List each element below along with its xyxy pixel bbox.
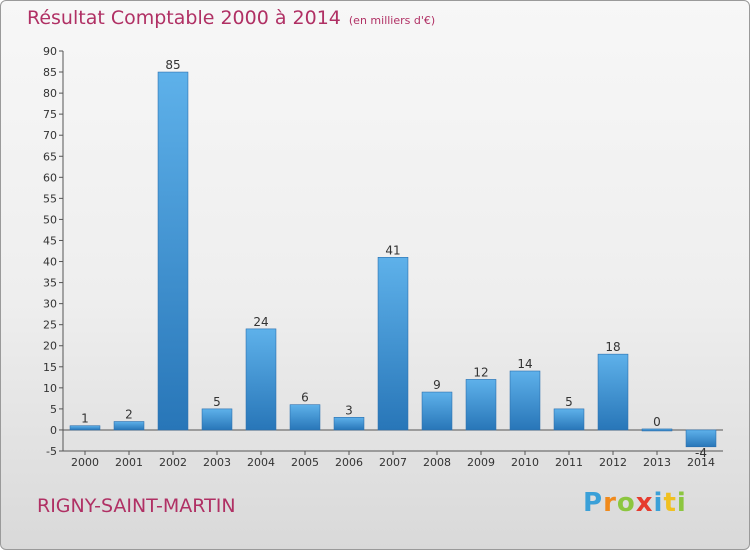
value-label-2004: 24 bbox=[253, 315, 268, 329]
x-tick-label-2002: 2002 bbox=[159, 456, 187, 469]
x-tick-label-2007: 2007 bbox=[379, 456, 407, 469]
x-tick-label-2004: 2004 bbox=[247, 456, 275, 469]
y-tick-label: 20 bbox=[43, 340, 57, 353]
logo-letter: r bbox=[603, 488, 617, 518]
x-tick-label-2000: 2000 bbox=[71, 456, 99, 469]
chart-title: Résultat Comptable 2000 à 2014 (en millie… bbox=[27, 7, 435, 29]
y-tick-label: 40 bbox=[43, 256, 57, 269]
value-label-2011: 5 bbox=[565, 395, 573, 409]
bar-2012 bbox=[597, 353, 629, 431]
bar-2001 bbox=[113, 421, 145, 431]
y-tick-label: 10 bbox=[43, 382, 57, 395]
y-tick-label: 70 bbox=[43, 129, 57, 142]
x-tick-label-2013: 2013 bbox=[643, 456, 671, 469]
x-tick-label-2001: 2001 bbox=[115, 456, 143, 469]
y-tick-label: 25 bbox=[43, 319, 57, 332]
y-tick-label: 85 bbox=[43, 66, 57, 79]
value-label-2012: 18 bbox=[605, 340, 620, 354]
x-tick-label-2014: 2014 bbox=[687, 456, 715, 469]
bars bbox=[69, 71, 717, 448]
y-tick-label: 35 bbox=[43, 277, 57, 290]
bar-2013 bbox=[641, 428, 673, 432]
bar-2009 bbox=[465, 379, 497, 431]
x-tick-label-2006: 2006 bbox=[335, 456, 363, 469]
value-label-2005: 6 bbox=[301, 391, 309, 405]
value-label-2001: 2 bbox=[125, 408, 133, 422]
bar-2005 bbox=[289, 404, 321, 431]
y-tick-label: 0 bbox=[50, 424, 57, 437]
y-tick-label: 65 bbox=[43, 150, 57, 163]
y-tick-label: 90 bbox=[43, 45, 57, 58]
value-label-2003: 5 bbox=[213, 395, 221, 409]
logo-letter: P bbox=[583, 488, 604, 518]
bar-2008 bbox=[421, 391, 453, 431]
y-tick-label: 75 bbox=[43, 108, 57, 121]
y-tick-label: 50 bbox=[43, 213, 57, 226]
x-tick-label-2009: 2009 bbox=[467, 456, 495, 469]
y-tick-label: 60 bbox=[43, 171, 57, 184]
bar-2007 bbox=[377, 257, 409, 431]
x-tick-label-2011: 2011 bbox=[555, 456, 583, 469]
y-tick-label: -5 bbox=[46, 445, 57, 458]
bar-2010 bbox=[509, 370, 541, 431]
value-label-2006: 3 bbox=[345, 403, 353, 417]
x-tick-label-2008: 2008 bbox=[423, 456, 451, 469]
bar-2011 bbox=[553, 408, 585, 431]
value-label-2013: 0 bbox=[653, 415, 661, 429]
logo-letter: o bbox=[616, 488, 636, 518]
y-tick-label: 80 bbox=[43, 87, 57, 100]
x-tick-label-2003: 2003 bbox=[203, 456, 231, 469]
logo-letter: i bbox=[653, 488, 664, 518]
value-label-2010: 14 bbox=[517, 357, 532, 371]
bar-2002 bbox=[157, 71, 189, 431]
y-tick-label: 30 bbox=[43, 298, 57, 311]
proxiti-logo: Proxiti bbox=[583, 488, 687, 518]
y-tick-label: 5 bbox=[50, 403, 57, 416]
x-tick-label-2005: 2005 bbox=[291, 456, 319, 469]
bar-2014 bbox=[685, 429, 717, 448]
value-label-2002: 85 bbox=[165, 58, 180, 72]
y-tick-label: 15 bbox=[43, 361, 57, 374]
value-label-2000: 1 bbox=[81, 412, 89, 426]
chart-subtitle: (en milliers d'€) bbox=[348, 14, 436, 27]
x-tick-label-2012: 2012 bbox=[599, 456, 627, 469]
value-label-2008: 9 bbox=[433, 378, 441, 392]
place-name: RIGNY-SAINT-MARTIN bbox=[37, 495, 236, 517]
bar-2004 bbox=[245, 328, 277, 431]
x-tick-label-2010: 2010 bbox=[511, 456, 539, 469]
y-tick-label: 45 bbox=[43, 234, 57, 247]
chart-title-text: Résultat Comptable 2000 à 2014 bbox=[27, 7, 341, 29]
value-label-2014: -4 bbox=[695, 446, 707, 460]
logo-letter: x bbox=[635, 488, 654, 518]
bar-2003 bbox=[201, 408, 233, 431]
logo-letter: i bbox=[676, 488, 687, 518]
value-label-2009: 12 bbox=[473, 365, 488, 379]
bar-2006 bbox=[333, 417, 365, 431]
logo-letter: t bbox=[663, 488, 677, 518]
bar-2000 bbox=[69, 425, 101, 431]
y-tick-label: 55 bbox=[43, 192, 57, 205]
value-label-2007: 41 bbox=[385, 243, 400, 257]
